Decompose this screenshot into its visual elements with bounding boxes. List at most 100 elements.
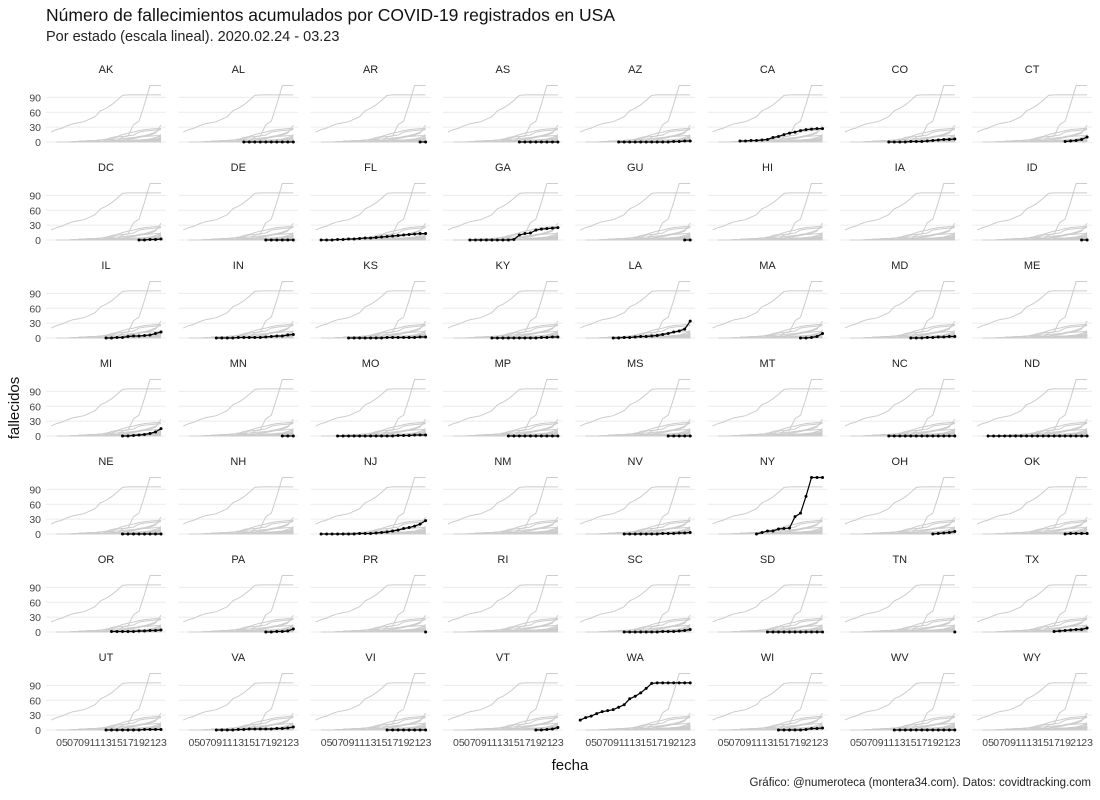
data-point [280,334,284,338]
x-tick-label: 11 [619,737,630,749]
data-point [385,235,389,239]
facet-panel-ok: OK [972,456,1093,536]
data-point [264,727,268,731]
background-line-ny [624,575,691,633]
data-point [358,434,362,438]
y-tick-label: 90 [29,582,41,594]
x-tick-label: 23 [949,737,961,749]
data-point [898,140,902,144]
data-point [683,139,687,143]
data-point [1080,238,1084,242]
strip-label: MP [495,358,512,370]
facet-panel-ma: MA [707,260,828,340]
x-tick-label: 19 [133,737,145,749]
background-line-wa [976,682,1088,721]
data-point [143,334,146,338]
x-tick-label: 09 [78,737,90,749]
facet-panel-ut: UT 0 30 60 90 05 07 09 11 13 15 17 19 21 23 [29,652,167,749]
data-point [925,434,929,438]
chart-title: Número de fallecimientos acumulados por … [46,5,616,25]
y-tick-label: 0 [35,235,41,247]
data-point [115,728,119,732]
data-point [148,238,152,242]
data-point [424,728,428,732]
strip-label: OK [1024,456,1041,468]
facet-panel-tx: TX [972,554,1093,634]
strip-label: AR [363,64,378,76]
strip-label: CA [760,64,776,76]
facet-panel-vt: VT 05 07 09 11 13 15 17 19 21 23 [442,652,564,749]
data-point [600,710,604,714]
data-point [611,708,615,712]
data-point [782,133,786,137]
facet-panel-nd: ND [972,358,1093,438]
data-point [925,336,929,340]
x-tick-label: 11 [1016,737,1027,749]
data-point [336,532,340,536]
data-point [490,336,494,340]
facet-panel-nh: NH [178,456,299,535]
y-tick-label: 90 [29,680,41,692]
x-tick-label: 19 [398,737,410,749]
data-point [121,336,124,340]
x-tick-label: 19 [927,737,939,749]
data-point [247,727,251,731]
data-point [319,532,323,536]
data-point [788,630,791,634]
background-line-wa [844,94,955,133]
data-point [358,237,362,241]
data-point [363,532,367,536]
y-tick-label: 30 [29,612,41,624]
background-line-wa [844,486,955,525]
data-point [639,630,643,634]
data-point [418,433,422,437]
strip-label: VI [365,652,375,664]
data-point [782,630,786,634]
background-line-ny [888,85,955,143]
strip-label: ME [1024,260,1041,272]
data-point [688,628,692,632]
data-point [402,233,406,237]
data-point [484,238,488,242]
data-point [380,336,384,340]
data-point [380,235,384,239]
strip-label: TN [892,554,907,566]
facet-panel-mt: MT [707,358,828,437]
x-tick-label: 23 [287,737,299,749]
background-line-wa [315,290,426,329]
background-line-wa [976,192,1088,231]
x-tick-label: 09 [475,737,487,749]
strip-label: OR [98,554,115,566]
background-line-ny [359,281,426,339]
facet-panel-va: VA 05 07 09 11 13 15 17 19 21 23 [178,652,299,749]
data-point [225,336,229,340]
data-point [633,140,637,144]
facet-panel-wa: WA 05 07 09 11 13 15 17 19 21 23 [575,652,696,749]
chart-subtitle: Por estado (escala lineal). 2020.02.24 -… [46,29,340,45]
data-point [523,232,527,236]
data-point [495,238,499,242]
data-point [214,336,218,340]
data-point [887,140,891,144]
data-point [154,728,157,732]
data-point [396,234,400,238]
background-line-wa [315,388,426,427]
data-point [424,140,428,144]
data-point [341,238,345,242]
x-tick-label: 15 [640,737,652,749]
data-point [396,434,400,438]
data-point [766,630,769,634]
data-point [633,694,637,698]
background-line-ny [888,379,955,437]
x-tick-label: 07 [861,737,873,749]
data-point [523,336,527,340]
data-point [385,434,389,438]
strip-label: NY [760,456,776,468]
data-point [402,527,406,531]
data-point [280,238,284,242]
data-point [666,630,670,634]
data-point [473,238,477,242]
background-line-wa [844,584,955,623]
facet-panel-pa: PA [178,554,299,634]
